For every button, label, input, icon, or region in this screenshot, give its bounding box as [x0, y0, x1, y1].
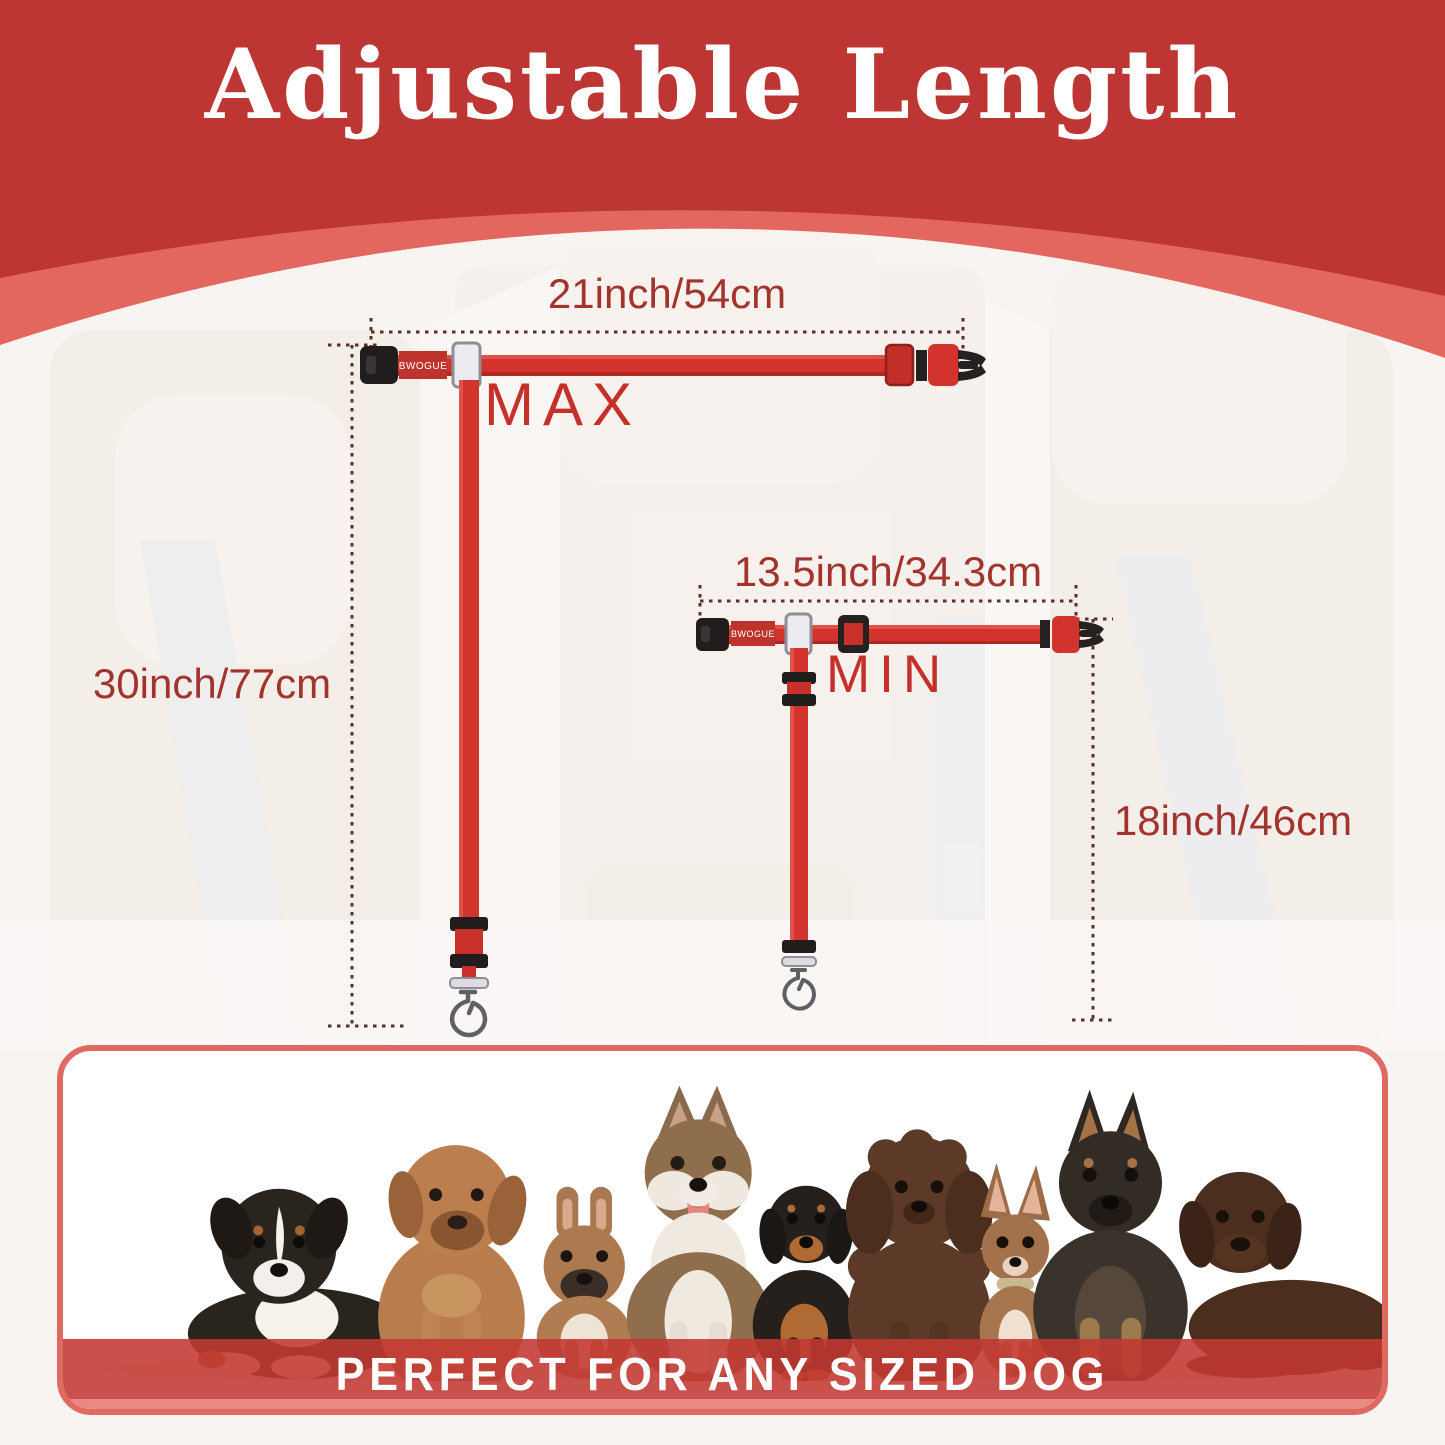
max-left-buckle [360, 346, 398, 384]
banner-dark-band [0, 0, 1445, 296]
max-clip-buckle [928, 344, 959, 386]
dogs-illustration [102, 1085, 1382, 1381]
min-hook-ring [781, 956, 817, 967]
min-left-buckle [696, 618, 729, 651]
max-brand-text: BWOGUE [399, 361, 448, 372]
dog-fluffy-husky-puppy [626, 1085, 770, 1381]
max-snap-hook [449, 989, 488, 1038]
page-title: Adjustable Length [204, 28, 1241, 141]
max-belt: BWOGUE [360, 341, 986, 1038]
min-belt: BWOGUE [696, 612, 1104, 1011]
min-vertical-strap [790, 648, 808, 948]
min-brand-patch [731, 621, 775, 646]
dogs-panel: PERFECT FOR ANY SIZED DOG [57, 1045, 1388, 1415]
dimension-lines [328, 318, 1113, 1028]
footer-caption: PERFECT FOR ANY SIZED DOG [335, 1348, 1110, 1400]
min-brand-text: BWOGUE [731, 629, 775, 639]
footer-banner: PERFECT FOR ANY SIZED DOG [63, 1339, 1382, 1409]
min-height-label: 18inch/46cm [1113, 797, 1353, 844]
max-height-label: 30inch/77cm [92, 660, 332, 707]
chihuahua-collar [996, 1277, 1035, 1290]
max-width-label: 21inch/54cm [547, 270, 787, 317]
background-fade [0, 920, 1445, 1050]
dog-german-shepherd-puppy [1033, 1089, 1188, 1381]
min-clip-buckle [1052, 616, 1080, 653]
max-size-label: MAX [484, 371, 642, 438]
max-hook-ring [449, 977, 489, 989]
min-width-label: 13.5inch/34.3cm [733, 548, 1043, 595]
max-brand-patch [399, 351, 447, 379]
min-size-label: MIN [826, 645, 951, 704]
max-vertical-strap [459, 380, 479, 920]
min-snap-hook [782, 968, 817, 1011]
